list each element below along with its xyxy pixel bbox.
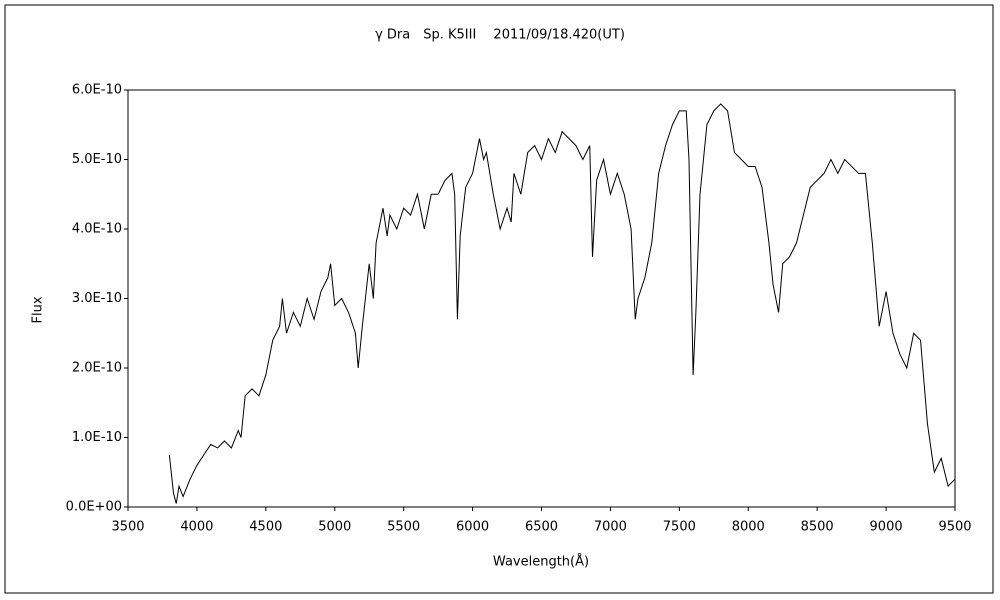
x-tick-label: 3500 — [111, 520, 144, 535]
x-tick-label: 6500 — [525, 520, 558, 535]
chart-border — [4, 4, 994, 594]
x-tick-label: 4500 — [249, 520, 282, 535]
x-tick-label: 7000 — [594, 520, 627, 535]
x-tick-label: 9000 — [870, 520, 903, 535]
x-axis-label: Wavelength(Å) — [493, 554, 589, 570]
y-tick-label: 0.0E+00 — [66, 500, 122, 515]
x-tick-label: 5500 — [387, 520, 420, 535]
y-tick-label: 2.0E-10 — [72, 361, 122, 376]
y-tick-label: 5.0E-10 — [72, 152, 122, 167]
y-tick-label: 4.0E-10 — [72, 222, 122, 237]
y-tick-label: 3.0E-10 — [72, 291, 122, 306]
y-axis-label: Flux — [31, 296, 46, 323]
x-tick-label: 7500 — [663, 520, 696, 535]
x-tick-label: 6000 — [456, 520, 489, 535]
y-tick-label: 1.0E-10 — [72, 430, 122, 445]
x-tick-label: 8500 — [801, 520, 834, 535]
x-tick-label: 5000 — [318, 520, 351, 535]
x-tick-label: 8000 — [732, 520, 765, 535]
x-tick-label: 4000 — [180, 520, 213, 535]
spectrum-line — [168, 103, 956, 504]
y-tick-label: 6.0E-10 — [72, 83, 122, 98]
x-tick-label: 9500 — [938, 520, 971, 535]
chart-title: γ Dra Sp. K5III 2011/09/18.420(UT) — [375, 28, 625, 43]
